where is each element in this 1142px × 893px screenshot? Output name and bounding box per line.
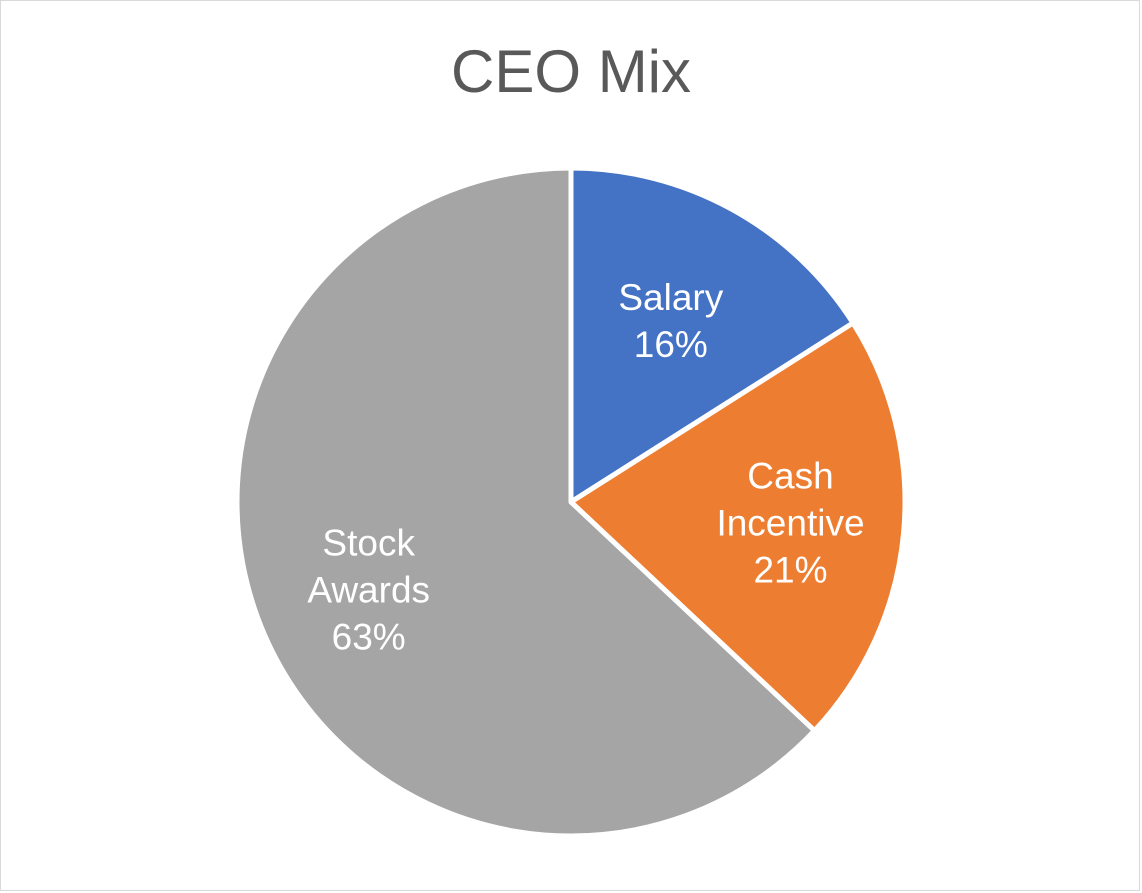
data-label-salary: Salary 16% [618, 277, 723, 365]
pie-slice-cash-incentive [568, 320, 908, 734]
data-label-cash-incentive: Cash Incentive 21% [716, 456, 864, 591]
pie-slice-stock-awards [234, 165, 817, 839]
chart-title: CEO Mix [451, 38, 691, 105]
pie-slice-salary [568, 165, 856, 505]
data-label-stock-awards: Stock Awards 63% [307, 523, 430, 658]
